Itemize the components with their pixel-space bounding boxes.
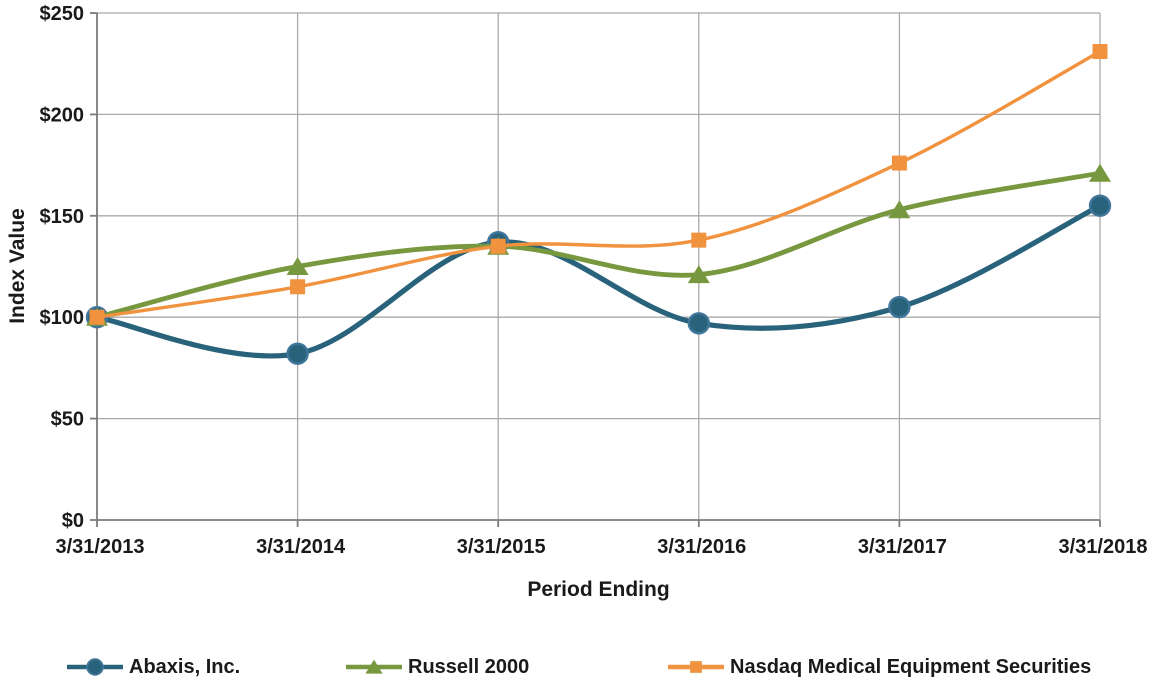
legend-label-nasdaq-medical: Nasdaq Medical Equipment Securities	[730, 656, 1092, 678]
series-marker-russell-2000	[286, 257, 309, 275]
y-tick-label: $250	[40, 3, 85, 25]
legend-swatch-marker	[365, 659, 383, 674]
line-chart-canvas: $0 $50 $100 $150 $200 $250 3/31/2013 3/31/2014 3…	[6, 3, 1148, 601]
series-marker-russell-2000	[687, 265, 710, 284]
x-tick-label: 3/31/2013	[56, 536, 145, 558]
legend-label-russell-2000: Russell 2000	[408, 656, 530, 678]
y-tick-label: $100	[40, 307, 85, 329]
series-marker-russell-2000	[888, 200, 911, 219]
y-tick-label: $150	[40, 206, 85, 228]
y-tick-label: $0	[62, 510, 84, 532]
x-axis-title: Period Ending	[527, 578, 669, 601]
russell-2000-line-marker-icon	[346, 659, 402, 674]
x-tick-label: 3/31/2016	[657, 536, 746, 558]
x-tick-label: 3/31/2014	[256, 536, 346, 558]
x-tick-label: 3/31/2018	[1059, 536, 1148, 558]
series-line-nasdaq-medical-equipment-securities	[95, 49, 1102, 319]
legend-swatch-marker	[690, 661, 702, 673]
nasdaq-medical-line-marker-icon	[668, 661, 724, 673]
series-marker-nasdaq-medical-equipment-securities	[490, 238, 506, 254]
x-tick-label: 3/31/2015	[457, 536, 546, 558]
legend-item-nasdaq-medical: Nasdaq Medical Equipment Securities	[667, 654, 1091, 680]
series-line-abaxis-inc	[94, 203, 1103, 359]
y-tick-label: $200	[40, 104, 85, 126]
series-marker-russell-2000	[1089, 163, 1111, 182]
legend-swatch-marker	[86, 658, 104, 676]
legend-item-abaxis: Abaxis, Inc.	[66, 654, 240, 680]
x-tick-label: 3/31/2017	[858, 536, 947, 558]
series-marker-nasdaq-medical-equipment-securities	[1092, 44, 1108, 60]
series-marker-nasdaq-medical-equipment-securities	[290, 279, 306, 295]
legend-label-abaxis: Abaxis, Inc.	[129, 656, 241, 678]
legend-item-russell-2000: Russell 2000	[345, 654, 529, 680]
series-marker-nasdaq-medical-equipment-securities	[691, 232, 707, 248]
series-marker-abaxis-inc	[687, 312, 710, 335]
y-tick-label: $50	[51, 409, 84, 431]
series-line-russell-2000	[94, 170, 1103, 320]
series-marker-abaxis-inc	[888, 295, 911, 319]
abaxis-line-marker-icon	[67, 658, 123, 676]
series-marker-nasdaq-medical-equipment-securities	[89, 309, 105, 325]
series-marker-abaxis-inc	[1088, 194, 1112, 217]
y-axis-title: Index Value	[6, 208, 29, 324]
series-marker-abaxis-inc	[286, 342, 309, 365]
series-marker-nasdaq-medical-equipment-securities	[891, 155, 907, 171]
